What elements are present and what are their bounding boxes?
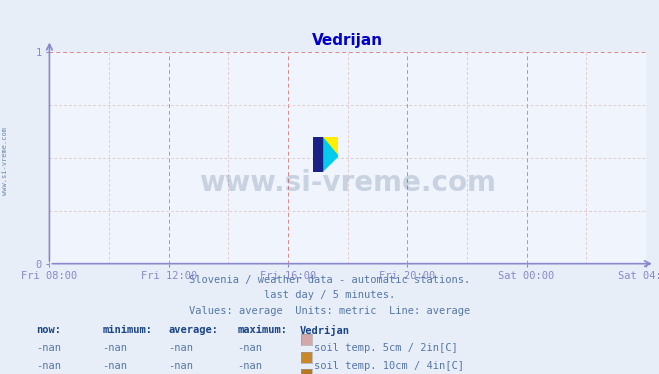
Text: minimum:: minimum: xyxy=(102,325,152,335)
Text: -nan: -nan xyxy=(168,361,193,371)
Text: -nan: -nan xyxy=(36,343,61,353)
Text: -nan: -nan xyxy=(102,343,127,353)
Text: -nan: -nan xyxy=(237,343,262,353)
Polygon shape xyxy=(322,137,338,172)
Text: last day / 5 minutes.: last day / 5 minutes. xyxy=(264,290,395,300)
Polygon shape xyxy=(313,137,322,172)
Text: Slovenia / weather data - automatic stations.: Slovenia / weather data - automatic stat… xyxy=(189,275,470,285)
Text: soil temp. 5cm / 2in[C]: soil temp. 5cm / 2in[C] xyxy=(314,343,458,353)
Text: Values: average  Units: metric  Line: average: Values: average Units: metric Line: aver… xyxy=(189,306,470,316)
Text: soil temp. 10cm / 4in[C]: soil temp. 10cm / 4in[C] xyxy=(314,361,465,371)
Text: -nan: -nan xyxy=(237,361,262,371)
Text: Vedrijan: Vedrijan xyxy=(300,325,350,336)
Text: www.si-vreme.com: www.si-vreme.com xyxy=(199,169,496,197)
Text: maximum:: maximum: xyxy=(237,325,287,335)
Text: www.si-vreme.com: www.si-vreme.com xyxy=(2,127,9,195)
Polygon shape xyxy=(322,137,338,156)
Title: Vedrijan: Vedrijan xyxy=(312,33,383,48)
Text: -nan: -nan xyxy=(102,361,127,371)
Text: -nan: -nan xyxy=(168,343,193,353)
Text: now:: now: xyxy=(36,325,61,335)
Text: average:: average: xyxy=(168,325,218,335)
Text: -nan: -nan xyxy=(36,361,61,371)
